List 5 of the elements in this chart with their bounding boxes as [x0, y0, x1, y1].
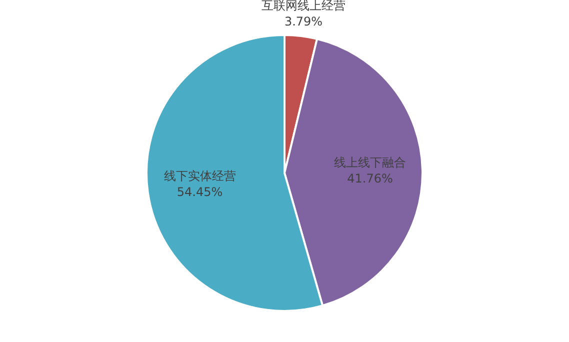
- slice-label: 线下实体经营: [164, 169, 236, 184]
- data-label: 3.79%: [284, 14, 323, 28]
- data-label: 41.76%: [347, 171, 393, 186]
- data-label: 54.45%: [176, 185, 223, 200]
- slice-label: 线上线下融合: [334, 155, 406, 170]
